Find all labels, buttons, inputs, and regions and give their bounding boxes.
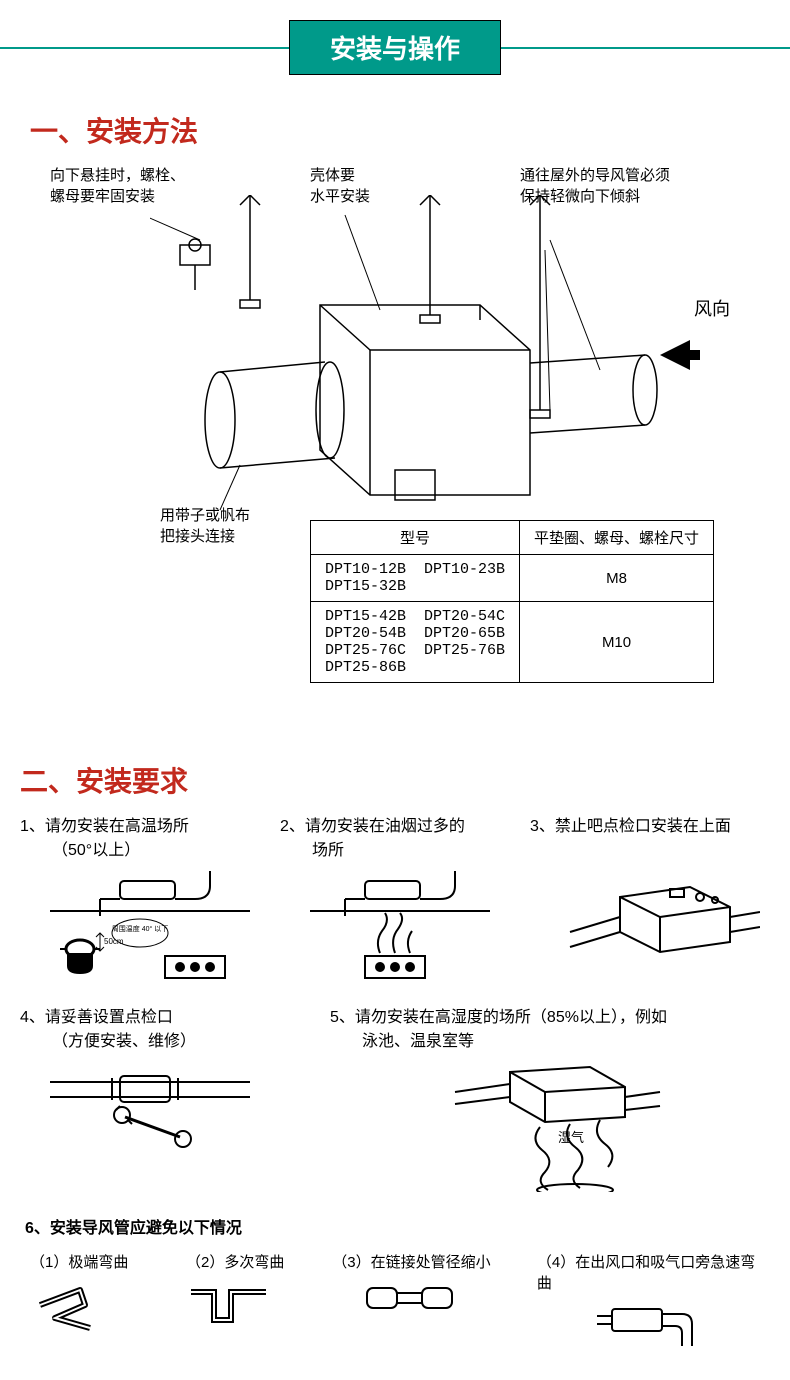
requirements-grid: 1、请勿安装在高温场所（50°以上） bbox=[20, 815, 770, 1241]
section1-title: 一、安装方法 bbox=[30, 110, 790, 150]
sub3-svg bbox=[362, 1280, 462, 1320]
header-title: 安装与操作 bbox=[289, 20, 501, 75]
req-item-4: 4、请妥善设置点检口（方便安装、维修） bbox=[20, 1006, 330, 1192]
sub-item-2: （2）多次弯曲 bbox=[186, 1251, 312, 1360]
sub1-svg bbox=[30, 1280, 110, 1335]
sub-item-1: （1）极端弯曲 bbox=[30, 1251, 166, 1360]
req-item-5: 5、请勿安装在高湿度的场所（85%以上），例如泳池、温泉室等 湿气 bbox=[330, 1006, 760, 1192]
page-header: 安装与操作 bbox=[0, 20, 790, 75]
wind-arrow-icon bbox=[660, 340, 700, 370]
req-item-2: 2、请勿安装在油烟过多的场所 bbox=[280, 815, 530, 981]
table-header-size: 平垫圈、螺母、螺栓尺寸 bbox=[520, 521, 714, 555]
sub-items-row: （1）极端弯曲 （2）多次弯曲 （3）在链接处管径缩小 bbox=[30, 1251, 770, 1360]
sub4-svg bbox=[597, 1301, 717, 1356]
table-cell-size: M8 bbox=[520, 555, 714, 602]
dist-label: 50cm bbox=[104, 937, 124, 946]
req4-svg bbox=[50, 1062, 250, 1152]
req-item-6-heading: 6、安装导风管应避免以下情况 bbox=[25, 1217, 770, 1241]
main-unit-svg bbox=[150, 195, 700, 525]
install-diagram: 向下悬挂时，螺栓、螺母要牢固安装 壳体要 水平安装 通往屋外的导风管必须保持轻微… bbox=[30, 165, 760, 605]
req5-svg: 湿气 bbox=[450, 1062, 670, 1192]
header-rule-left bbox=[0, 47, 289, 49]
table-cell-models: DPT10-12B DPT10-23B DPT15-32B bbox=[311, 555, 520, 602]
ambient-label: 周围温度 40° 以下 bbox=[112, 924, 168, 933]
humidity-label: 湿气 bbox=[558, 1130, 584, 1145]
sub-item-4: （4）在出风口和吸气口旁急速弯曲 bbox=[537, 1251, 770, 1360]
table-header-model: 型号 bbox=[311, 521, 520, 555]
req-item-1: 1、请勿安装在高温场所（50°以上） bbox=[20, 815, 280, 981]
sub-item-3: （3）在链接处管径缩小 bbox=[332, 1251, 517, 1360]
req-item-3: 3、禁止吧点检口安装在上面 bbox=[530, 815, 770, 981]
section2-title: 二、安装要求 bbox=[20, 760, 790, 800]
table-cell-size: M10 bbox=[520, 602, 714, 683]
table-cell-models: DPT15-42B DPT20-54C DPT20-54B DPT20-65B … bbox=[311, 602, 520, 683]
header-rule-right bbox=[501, 47, 790, 49]
table-row: DPT15-42B DPT20-54C DPT20-54B DPT20-65B … bbox=[311, 602, 714, 683]
req3-svg bbox=[560, 867, 760, 967]
req1-svg: 周围温度 40° 以下 50cm bbox=[50, 871, 250, 981]
req2-svg bbox=[310, 871, 490, 981]
spec-table: 型号 平垫圈、螺母、螺栓尺寸 DPT10-12B DPT10-23B DPT15… bbox=[310, 520, 714, 683]
table-row: DPT10-12B DPT10-23B DPT15-32B M8 bbox=[311, 555, 714, 602]
sub2-svg bbox=[186, 1280, 276, 1335]
